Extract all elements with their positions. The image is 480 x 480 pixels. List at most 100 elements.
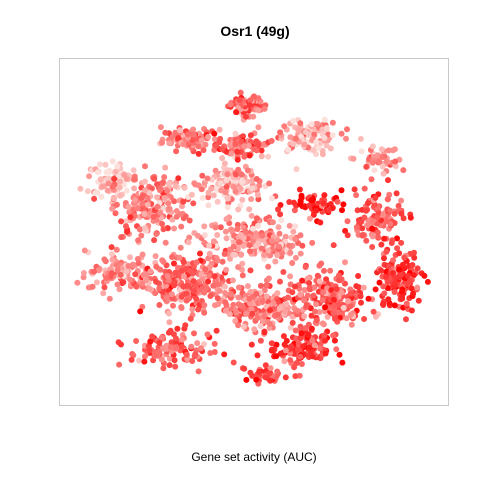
scatter-point bbox=[254, 352, 261, 359]
scatter-point bbox=[226, 311, 233, 318]
scatter-point bbox=[232, 141, 239, 147]
scatter-point bbox=[336, 277, 343, 284]
scatter-point bbox=[172, 363, 179, 370]
scatter-point bbox=[160, 226, 167, 233]
scatter-point bbox=[133, 338, 140, 344]
scatter-point bbox=[232, 188, 239, 195]
scatter-point bbox=[211, 130, 218, 137]
scatter-point bbox=[175, 264, 181, 271]
scatter-point bbox=[233, 109, 240, 116]
scatter-point bbox=[330, 296, 337, 303]
scatter-point bbox=[263, 282, 270, 289]
scatter-point bbox=[237, 89, 244, 96]
scatter-point bbox=[249, 372, 256, 379]
scatter-point bbox=[336, 272, 342, 279]
scatter-point bbox=[333, 346, 340, 353]
scatter-point bbox=[296, 372, 303, 379]
scatter-point bbox=[238, 302, 245, 309]
scatter-point bbox=[109, 205, 116, 212]
scatter-point bbox=[179, 343, 185, 350]
scatter-point bbox=[358, 218, 365, 225]
scatter-point bbox=[302, 264, 309, 270]
scatter-point bbox=[219, 145, 226, 152]
scatter-point bbox=[240, 133, 246, 140]
scatter-point bbox=[162, 164, 169, 171]
scatter-point bbox=[169, 216, 176, 223]
scatter-point bbox=[344, 218, 351, 225]
scatter-point bbox=[398, 210, 405, 217]
scatter-point bbox=[186, 217, 193, 224]
scatter-point bbox=[142, 163, 148, 170]
scatter-point bbox=[327, 145, 334, 152]
scatter-point bbox=[274, 290, 281, 297]
scatter-point bbox=[299, 277, 306, 284]
scatter-point bbox=[246, 102, 253, 109]
scatter-point bbox=[320, 289, 327, 296]
scatter-point bbox=[320, 200, 327, 207]
scatter-point bbox=[247, 248, 253, 255]
scatter-point bbox=[162, 129, 169, 136]
scatter-point bbox=[243, 311, 250, 317]
scatter-point bbox=[338, 187, 345, 194]
scatter-point bbox=[178, 305, 185, 311]
scatter-point bbox=[268, 137, 275, 144]
scatter-point bbox=[255, 196, 262, 203]
scatter-point bbox=[255, 240, 262, 247]
scatter-point bbox=[198, 271, 205, 278]
scatter-point bbox=[272, 258, 279, 265]
scatter-point bbox=[265, 263, 272, 270]
scatter-point bbox=[301, 313, 308, 320]
scatter-point bbox=[283, 301, 290, 307]
scatter-point bbox=[398, 288, 405, 295]
scatter-point bbox=[171, 278, 178, 285]
scatter-point bbox=[158, 334, 165, 341]
scatter-point bbox=[374, 229, 381, 236]
scatter-point bbox=[123, 223, 129, 230]
scatter-point bbox=[309, 353, 316, 360]
scatter-point bbox=[245, 142, 252, 149]
scatter-point bbox=[343, 315, 350, 322]
scatter-point bbox=[156, 302, 163, 308]
scatter-point bbox=[151, 237, 158, 244]
scatter-point bbox=[187, 315, 194, 322]
scatter-point bbox=[216, 126, 223, 133]
scatter-point bbox=[238, 232, 244, 238]
scatter-point bbox=[344, 126, 350, 133]
scatter-point bbox=[249, 310, 256, 317]
scatter-point bbox=[234, 148, 241, 155]
scatter-point bbox=[380, 211, 387, 218]
scatter-point bbox=[359, 225, 366, 232]
scatter-point bbox=[221, 283, 228, 290]
scatter-point bbox=[297, 120, 304, 127]
scatter-point bbox=[424, 278, 431, 285]
scatter-point bbox=[380, 283, 387, 290]
scatter-point bbox=[363, 207, 370, 214]
scatter-point bbox=[120, 279, 127, 286]
scatter-point bbox=[327, 267, 334, 274]
scatter-point bbox=[378, 146, 385, 153]
scatter-point bbox=[333, 286, 340, 293]
scatter-point bbox=[167, 327, 174, 334]
scatter-point bbox=[313, 317, 320, 324]
scatter-point bbox=[153, 231, 160, 237]
scatter-point bbox=[282, 374, 289, 381]
scatter-point bbox=[165, 180, 172, 187]
scatter-point bbox=[342, 259, 348, 266]
scatter-point bbox=[241, 365, 248, 372]
scatter-point bbox=[296, 186, 303, 193]
scatter-point bbox=[207, 293, 214, 299]
scatter-point bbox=[267, 377, 274, 384]
scatter-point bbox=[236, 97, 243, 103]
scatter-point bbox=[193, 259, 200, 266]
scatter-point bbox=[393, 190, 400, 197]
scatter-point bbox=[384, 196, 391, 203]
scatter-point bbox=[374, 233, 381, 240]
scatter-point bbox=[131, 185, 138, 192]
scatter-point bbox=[227, 306, 234, 313]
scatter-point bbox=[190, 126, 197, 133]
scatter-point bbox=[100, 290, 107, 297]
scatter-point bbox=[232, 171, 239, 178]
scatter-point bbox=[339, 207, 345, 214]
scatter-point bbox=[298, 192, 305, 199]
scatter-point bbox=[153, 278, 159, 285]
